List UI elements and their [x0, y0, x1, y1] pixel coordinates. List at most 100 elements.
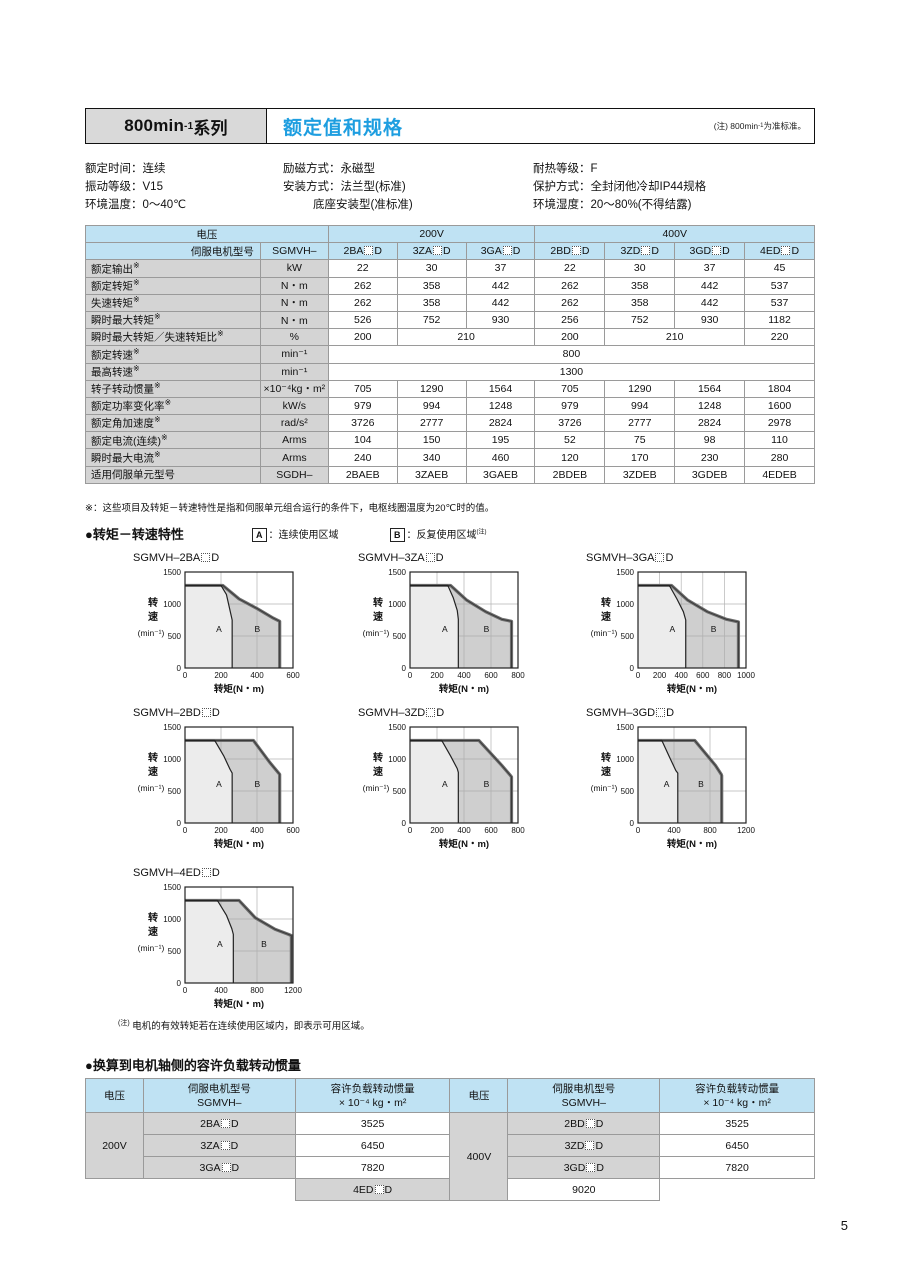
row-value: 1182: [744, 310, 815, 330]
svg-text:转矩(N・m): 转矩(N・m): [214, 998, 264, 1010]
row-value: 1290: [604, 379, 676, 398]
spec-line: 底座安装型(准标准): [313, 199, 413, 211]
svg-text:转: 转: [148, 911, 158, 924]
inertia-model: 4ED D: [294, 1178, 451, 1201]
svg-text:800: 800: [511, 671, 525, 680]
svg-text:B: B: [255, 624, 261, 634]
row-unit: Arms: [259, 448, 329, 467]
svg-text:0: 0: [177, 664, 182, 673]
svg-text:0: 0: [630, 664, 635, 673]
row-value: 1290: [396, 379, 467, 398]
charts-note-text: 电机的有效转矩若在连续使用区域内，即表示可用区域。: [129, 1021, 370, 1033]
svg-text:400: 400: [457, 826, 471, 835]
chart-title: SGMVH–3ZD D: [358, 707, 445, 719]
model-header-3gd: 3GD D: [674, 242, 746, 261]
row-value: 930: [465, 310, 536, 330]
charts-note: (注) 电机的有效转矩若在连续使用区域内，即表示可用区域。: [118, 1018, 370, 1032]
series-label-base: 800min: [124, 116, 185, 135]
row-value: 262: [534, 293, 606, 312]
svg-text:0: 0: [408, 826, 413, 835]
inertia-model: 3ZD D: [507, 1134, 661, 1157]
spec-line: 励磁方式：永磁型: [283, 163, 375, 175]
svg-text:转矩(N・m): 转矩(N・m): [439, 683, 489, 695]
svg-text:1000: 1000: [163, 755, 181, 764]
svg-text:500: 500: [168, 632, 182, 641]
row-value: 256: [534, 310, 606, 330]
page-number: 5: [840, 1218, 848, 1233]
row-value: 280: [744, 448, 815, 467]
row-label: 额定输出※: [85, 259, 261, 278]
table-row: 3GA D 7820 3GD D 7820: [86, 1156, 815, 1179]
row-value: 537: [744, 276, 815, 295]
inertia-voltage-200v: 200V: [85, 1112, 144, 1179]
model-placeholder-box: [712, 246, 722, 256]
row-value: 22: [534, 259, 606, 278]
row-value: 537: [744, 293, 815, 312]
svg-text:速: 速: [148, 610, 158, 623]
voltage-header-label: 电压: [85, 224, 329, 244]
row-value: 442: [674, 293, 746, 312]
svg-text:800: 800: [250, 986, 264, 995]
svg-text:500: 500: [393, 787, 407, 796]
svg-text:600: 600: [286, 826, 300, 835]
svg-text:500: 500: [621, 632, 635, 641]
svg-text:0: 0: [630, 819, 635, 828]
row-value: 30: [604, 259, 676, 278]
svg-text:1200: 1200: [284, 986, 302, 995]
chart-3ga: SGMVH–3GA D 0 500 1000 1500 0 200 400 600 800 1000 A…: [578, 552, 818, 702]
svg-text:800: 800: [511, 826, 525, 835]
row-label: 额定功率变化率※: [85, 396, 261, 416]
row-label: 瞬时最大转矩※: [85, 310, 261, 330]
spec-line: 额定时间：连续: [85, 163, 166, 175]
svg-text:500: 500: [621, 787, 635, 796]
model-placeholder-box: [585, 1118, 595, 1128]
series-label-sup: -1: [184, 120, 194, 132]
row-value: 45: [744, 259, 815, 278]
svg-text:400: 400: [667, 826, 681, 835]
svg-text:600: 600: [696, 671, 710, 680]
chart-title: SGMVH–4ED D: [133, 867, 220, 879]
row-unit: N・m: [259, 276, 329, 295]
row-unit: ×10⁻⁴kg・m²: [259, 379, 329, 398]
row-value: 37: [465, 259, 536, 278]
model-placeholder-box: [502, 246, 512, 256]
row-unit: Arms: [259, 431, 329, 450]
svg-text:1000: 1000: [616, 755, 634, 764]
row-value: 930: [674, 310, 746, 330]
model-header-2ba: 2BA D: [327, 242, 398, 261]
row-value: 37: [674, 259, 746, 278]
row-value: 220: [744, 328, 815, 347]
svg-text:速: 速: [601, 610, 611, 623]
svg-text:200: 200: [214, 826, 228, 835]
inertia-value-header: 容许负载转动惯量 × 10⁻⁴ kg・m²: [659, 1078, 815, 1113]
table-row: 适用伺服单元型号 SGDH– 2BAEB 3ZAEB 3GAEB 2BDEB 3ZDEB 3G…: [85, 465, 815, 484]
svg-text:200: 200: [430, 671, 444, 680]
chart-3za: SGMVH–3ZA D 0 500 1000 1500 0 200 400 600 800 A B 转速 (…: [350, 552, 590, 702]
svg-text:(min⁻¹): (min⁻¹): [591, 783, 618, 793]
inertia-voltage-header: 电压: [85, 1078, 144, 1113]
row-value-all: 1300: [327, 362, 816, 381]
row-value: 210: [396, 328, 536, 347]
row-unit: rad/s²: [259, 414, 329, 433]
row-unit: min⁻¹: [259, 345, 329, 364]
model-placeholder-box: [220, 1140, 230, 1150]
legend-repeat: B ：反复使用区域(注): [390, 526, 487, 542]
spec-column-3: 耐热等级：F 保护方式：全封闭他冷却IP44规格 环境湿度：20～80%(不得结…: [533, 160, 706, 214]
chart-title: SGMVH–3ZA D: [358, 552, 444, 564]
row-label: 瞬时最大电流※: [85, 448, 261, 467]
svg-text:速: 速: [373, 610, 383, 623]
row-value: 210: [604, 328, 746, 347]
row-label: 额定转矩※: [85, 276, 261, 295]
series-badge: 800min -1 系列: [86, 109, 267, 143]
row-value: 262: [327, 293, 398, 312]
row-value: 994: [396, 396, 467, 416]
row-value: 442: [465, 276, 536, 295]
chart-title: SGMVH–3GA D: [586, 552, 674, 564]
svg-text:速: 速: [148, 765, 158, 778]
svg-text:A: A: [217, 939, 223, 949]
svg-text:A: A: [664, 779, 670, 789]
inertia-voltage-400v: 400V: [449, 1112, 509, 1201]
svg-text:转: 转: [148, 596, 158, 609]
svg-text:A: A: [216, 624, 222, 634]
inertia-header-row: 电压 伺服电机型号 SGMVH– 容许负载转动惯量 × 10⁻⁴ kg・m² 电压 伺服电机…: [85, 1078, 815, 1113]
